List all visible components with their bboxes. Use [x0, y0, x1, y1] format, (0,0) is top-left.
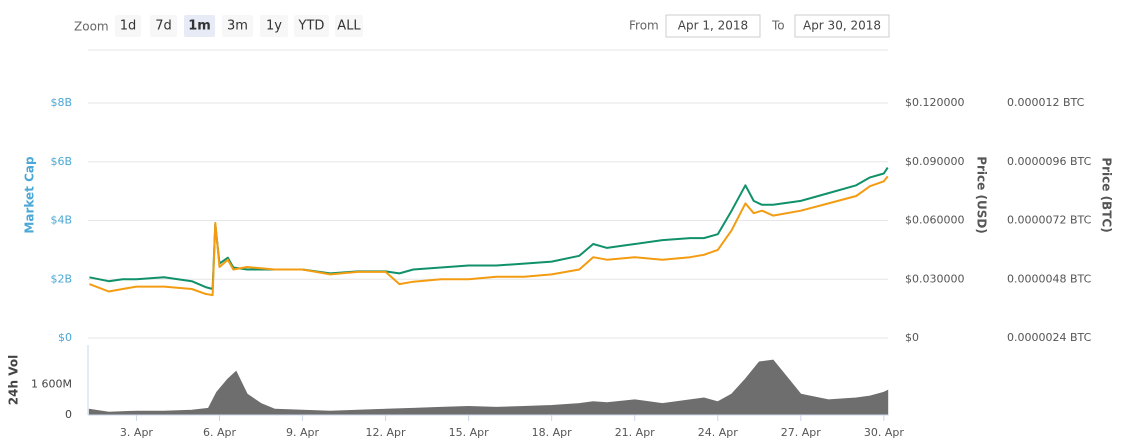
zoom-button[interactable] — [294, 15, 329, 37]
y-tick-label: 0 — [65, 408, 72, 421]
y-tick-label: $2B — [50, 272, 72, 285]
y3-tick-label: 0.0000048 BTC — [1007, 272, 1092, 285]
zoom-button-label[interactable]: ALL — [337, 19, 361, 34]
y-tick-label: $6B — [50, 155, 72, 168]
price-line — [89, 167, 889, 290]
y2-tick-label: $0.030000 — [905, 272, 965, 285]
zoom-button[interactable] — [115, 15, 141, 37]
zoom-button-label[interactable]: 7d — [155, 19, 172, 34]
y3-tick-label: 0.0000072 BTC — [1007, 214, 1092, 227]
x-tick-label: 18. Apr — [532, 426, 572, 439]
y2-tick-label: $0.120000 — [905, 96, 965, 109]
y-axis-title: 24h Vol — [7, 355, 21, 405]
y3-tick-label: 0.0000096 BTC — [1007, 155, 1092, 168]
zoom-button[interactable] — [222, 15, 253, 37]
from-value[interactable]: Apr 1, 2018 — [678, 19, 748, 33]
y3-tick-label: 0.0000024 BTC — [1007, 331, 1092, 344]
x-tick-label: 12. Apr — [366, 426, 406, 439]
x-tick-label: 15. Apr — [449, 426, 489, 439]
from-input[interactable] — [665, 14, 761, 38]
y-tick-label: $4B — [50, 214, 72, 227]
zoom-button-label[interactable]: YTD — [298, 19, 325, 34]
zoom-label: Zoom — [74, 20, 109, 34]
y-axis-title: Price (USD) — [975, 156, 989, 234]
x-tick-label: 27. Apr — [781, 426, 821, 439]
price-line — [89, 175, 889, 297]
y2-tick-label: $0 — [905, 331, 919, 344]
x-tick-label: 6. Apr — [203, 426, 236, 439]
volume-area — [88, 359, 889, 416]
y-axis-title: Market Cap — [23, 156, 37, 234]
to-input[interactable] — [794, 14, 890, 38]
zoom-button[interactable] — [184, 15, 215, 37]
y-tick-label: $8B — [50, 96, 72, 109]
y2-tick-label: $0.090000 — [905, 155, 965, 168]
x-tick-label: 3. Apr — [120, 426, 153, 439]
zoom-button-label[interactable]: 3m — [227, 19, 248, 34]
x-tick-label: 21. Apr — [615, 426, 655, 439]
from-label: From — [629, 19, 659, 33]
zoom-button[interactable] — [150, 15, 177, 37]
zoom-button[interactable] — [260, 15, 288, 37]
to-label: To — [771, 19, 785, 33]
y-tick-label: $0 — [58, 331, 72, 344]
y2-tick-label: $0.060000 — [905, 214, 965, 227]
zoom-button-label[interactable]: 1d — [120, 19, 137, 34]
x-tick-label: 9. Apr — [286, 426, 319, 439]
zoom-button[interactable] — [335, 15, 363, 37]
to-value[interactable]: Apr 30, 2018 — [803, 19, 881, 33]
x-tick-label: 24. Apr — [698, 426, 738, 439]
y-tick-label: 1 600M — [31, 378, 72, 391]
y3-tick-label: 0.000012 BTC — [1007, 96, 1085, 109]
x-tick-label: 30. Apr — [864, 426, 904, 439]
zoom-button-label[interactable]: 1y — [266, 19, 282, 34]
y-axis-title: Price (BTC) — [1100, 157, 1114, 232]
zoom-button-label[interactable]: 1m — [188, 19, 211, 34]
